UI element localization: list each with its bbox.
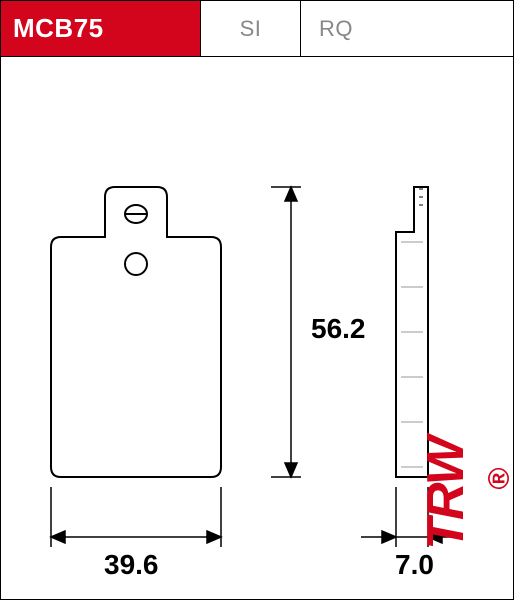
part-number: MCB75 <box>1 1 201 56</box>
variant-code-1: SI <box>201 1 301 56</box>
dimension-height: 56.2 <box>311 313 366 345</box>
svg-text:®: ® <box>483 467 514 490</box>
diagram-area: 39.6 56.2 7.0 TRW ® <box>1 57 513 600</box>
dimension-width: 39.6 <box>104 549 159 581</box>
frame: MCB75 SI RQ <box>0 0 514 600</box>
header-row: MCB75 SI RQ <box>1 1 513 57</box>
variant-code-2: RQ <box>301 1 513 56</box>
brand-text: TRW <box>417 432 475 549</box>
brand-logo: TRW ® <box>393 394 514 594</box>
